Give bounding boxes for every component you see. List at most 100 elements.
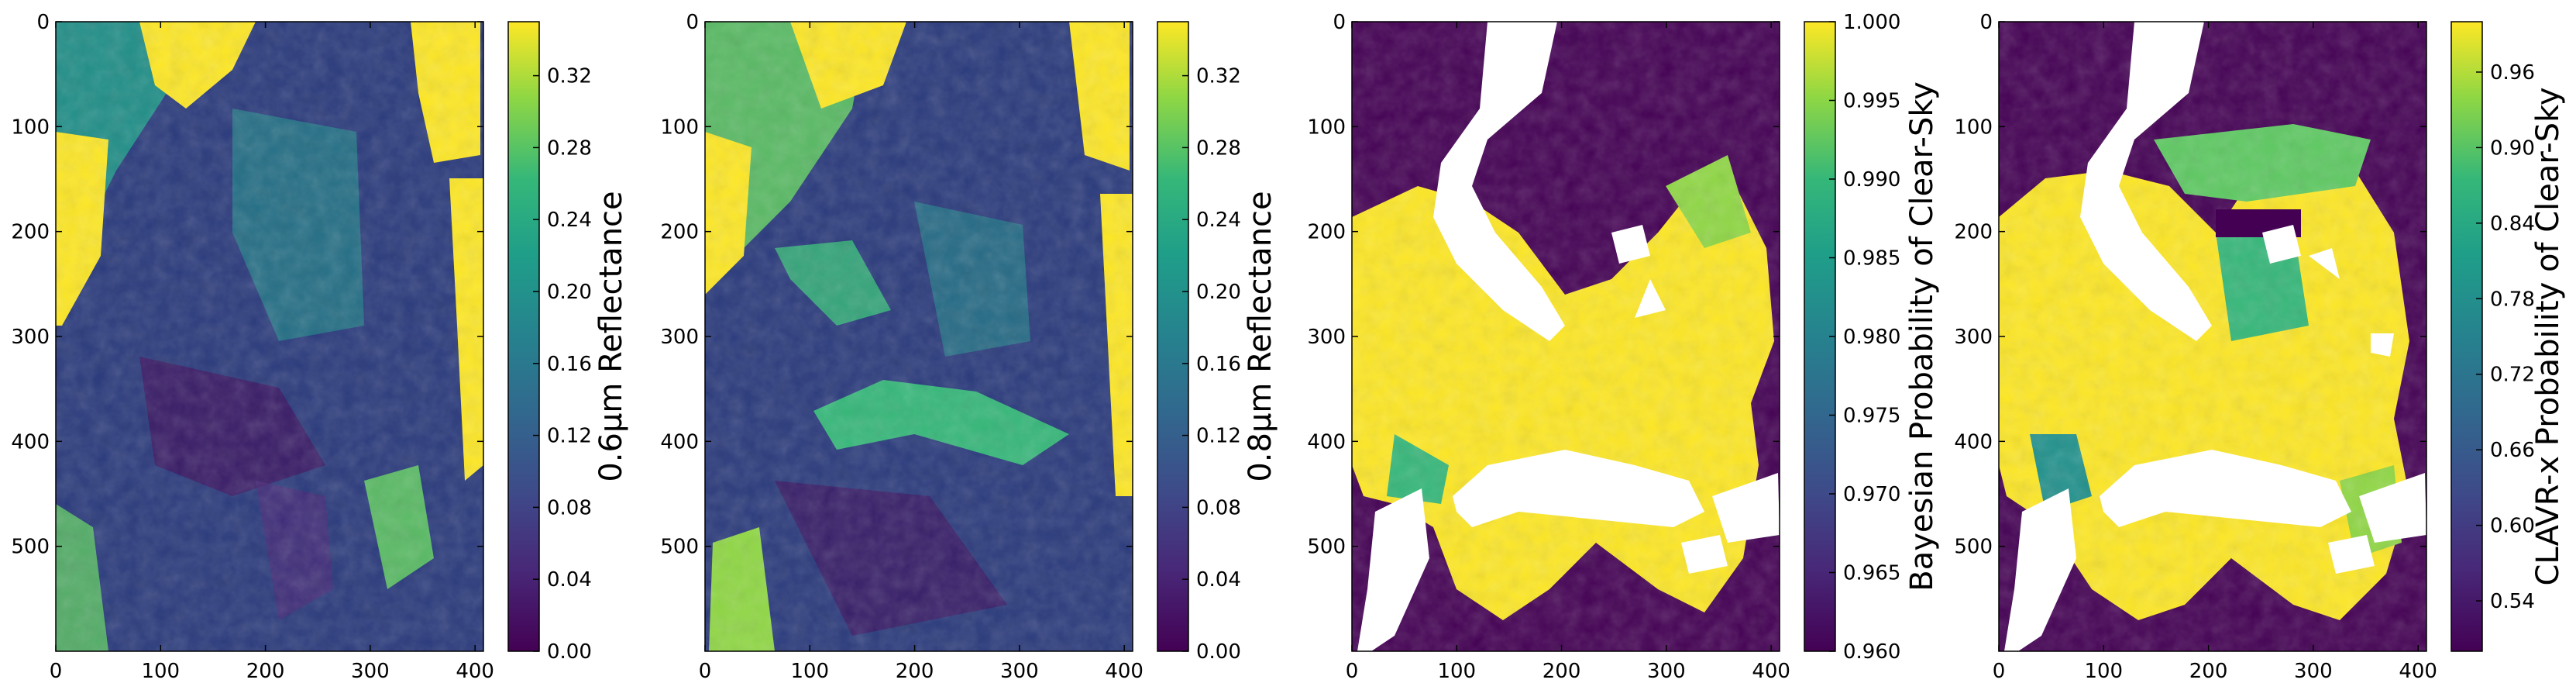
heatmap-image-3 [1352, 22, 1780, 651]
x-ticks-2: 0 100 200 300 400 [699, 22, 1144, 683]
colorbar-ticks-3: 0.960 0.965 0.970 0.975 0.980 0.985 0.990 0.995… [1829, 11, 1900, 664]
colorbar-tick-label: 0.12 [547, 425, 592, 448]
x-tick-label: 200 [2189, 660, 2228, 683]
colorbar-4 [2450, 21, 2483, 652]
y-tick-label: 500 [11, 536, 50, 559]
colorbar-tick-label: 0.985 [1843, 247, 1900, 271]
y-tick-label: 500 [1307, 536, 1346, 559]
x-tick-label: 200 [896, 660, 934, 683]
colorbar-tick-label: 0.16 [1196, 353, 1241, 376]
x-ticks-4: 0 100 200 300 400 [1993, 22, 2437, 683]
colorbar-tick-label: 0.00 [1196, 640, 1241, 664]
colorbar-tick-label: 0.24 [547, 209, 592, 232]
heatmap-image-1 [56, 22, 483, 651]
colorbar-tick-label: 0.28 [1196, 136, 1241, 160]
y-tick-label: 400 [11, 430, 50, 454]
x-ticks-3: 0 100 200 300 400 [1346, 22, 1790, 683]
heatmap-image-2 [705, 22, 1133, 651]
y-tick-label: 0 [1333, 11, 1346, 34]
x-tick-label: 0 [50, 660, 63, 683]
colorbar-tick-label: 0.66 [2490, 439, 2535, 462]
x-tick-label: 100 [2084, 660, 2123, 683]
y-tick-label: 300 [1954, 326, 1993, 349]
y-ticks-4: 0 100 200 300 400 500 [1954, 11, 2426, 559]
colorbar-tick-label: 0.12 [1196, 425, 1241, 448]
x-tick-label: 400 [1105, 660, 1144, 683]
colorbar-tick-label: 0.08 [1196, 496, 1241, 519]
colorbar-tick-label: 0.08 [547, 496, 592, 519]
colorbar-tick-label: 0.20 [547, 281, 592, 304]
colorbar-tick-label: 0.960 [1843, 640, 1900, 664]
colorbar-tick-label: 0.24 [1196, 209, 1241, 232]
colorbar-label-4: CLAVR-x Probability of Clear-Sky [2530, 87, 2566, 585]
colorbar-label-1: 0.6μm Reflectance [593, 191, 629, 481]
colorbar-tick-label: 0.16 [547, 353, 592, 376]
colorbar-2 [1157, 21, 1189, 652]
y-tick-label: 400 [1954, 430, 1993, 454]
colorbar-ticks-1: 0.00 0.04 0.08 0.12 0.16 0.20 0.24 0.28 0.32 [533, 65, 592, 664]
colorbar-tick-label: 0.970 [1843, 483, 1900, 506]
colorbar-tick-label: 0.60 [2490, 515, 2535, 538]
x-tick-label: 300 [1647, 660, 1686, 683]
y-tick-label: 200 [1954, 221, 1993, 244]
colorbar-tick-label: 0.965 [1843, 562, 1900, 585]
heatmap-image-4 [1999, 22, 2426, 651]
colorbar-label-3: Bayesian Probability of Clear-Sky [1904, 81, 1940, 591]
y-tick-label: 200 [1307, 221, 1346, 244]
colorbar-tick-label: 0.78 [2490, 288, 2535, 311]
colorbar-tick-label: 0.32 [1196, 65, 1241, 88]
colorbar-tick-label: 0.96 [2490, 61, 2535, 85]
colorbar-tick-label: 0.28 [547, 136, 592, 160]
y-ticks-3: 0 100 200 300 400 500 [1307, 11, 1780, 559]
colorbar-1 [507, 21, 540, 652]
colorbar-tick-label: 0.32 [547, 65, 592, 88]
y-tick-label: 300 [11, 326, 50, 349]
colorbar-tick-label: 0.980 [1843, 326, 1900, 349]
colorbar-tick-label: 0.975 [1843, 405, 1900, 428]
colorbar-tick-label: 0.84 [2490, 212, 2535, 236]
colorbar-label-2: 0.8μm Reflectance [1243, 191, 1278, 481]
x-tick-label: 100 [790, 660, 829, 683]
y-tick-label: 100 [660, 116, 699, 139]
x-tick-label: 300 [2294, 660, 2333, 683]
y-tick-label: 200 [11, 221, 50, 244]
y-tick-label: 500 [660, 536, 699, 559]
colorbar-tick-label: 0.20 [1196, 281, 1241, 304]
colorbar-tick-label: 0.54 [2490, 590, 2535, 613]
y-tick-label: 500 [1954, 536, 1993, 559]
x-tick-label: 100 [141, 660, 180, 683]
colorbar-tick-label: 0.04 [1196, 568, 1241, 592]
colorbar-ticks-2: 0.00 0.04 0.08 0.12 0.16 0.20 0.24 0.28 0.32 [1182, 65, 1241, 664]
y-tick-label: 300 [660, 326, 699, 349]
x-tick-label: 400 [1752, 660, 1790, 683]
colorbar-tick-label: 0.990 [1843, 168, 1900, 191]
y-ticks-2: 0 100 200 300 400 500 [660, 11, 1133, 559]
x-tick-label: 0 [699, 660, 712, 683]
y-tick-label: 0 [1979, 11, 1993, 34]
x-tick-label: 400 [2399, 660, 2437, 683]
colorbar-tick-label: 0.72 [2490, 364, 2535, 387]
colorbar-tick-label: 0.90 [2490, 136, 2535, 160]
y-tick-label: 0 [686, 11, 699, 34]
y-tick-label: 100 [11, 116, 50, 139]
x-tick-label: 300 [351, 660, 390, 683]
y-tick-label: 100 [1307, 116, 1346, 139]
colorbar-tick-label: 0.995 [1843, 90, 1900, 113]
x-tick-label: 300 [1000, 660, 1039, 683]
x-tick-label: 0 [1346, 660, 1359, 683]
x-tick-label: 200 [1543, 660, 1581, 683]
y-tick-label: 100 [1954, 116, 1993, 139]
y-tick-label: 400 [1307, 430, 1346, 454]
y-tick-label: 200 [660, 221, 699, 244]
colorbar-tick-label: 0.00 [547, 640, 592, 664]
x-ticks-1: 0 100 200 300 400 [50, 22, 494, 683]
y-tick-label: 0 [36, 11, 50, 34]
colorbar-tick-label: 0.04 [547, 568, 592, 592]
y-ticks-1: 0 100 200 300 400 500 [11, 11, 483, 559]
colorbar-ticks-4: 0.54 0.60 0.66 0.72 0.78 0.84 0.90 0.96 [2476, 61, 2535, 613]
x-tick-label: 100 [1437, 660, 1476, 683]
